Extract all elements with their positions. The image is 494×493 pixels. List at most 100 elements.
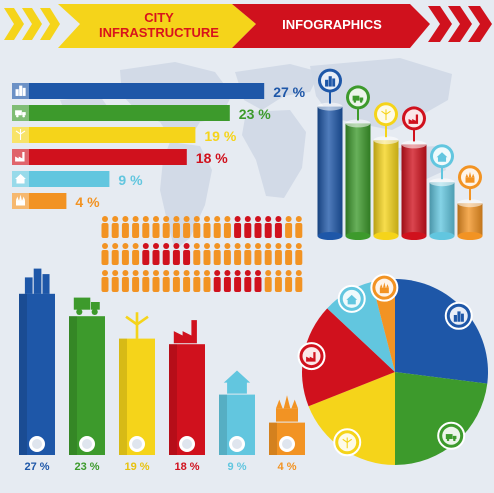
person-body <box>152 223 160 238</box>
person-head <box>214 270 221 276</box>
person-body <box>254 277 262 292</box>
person-body <box>121 223 129 238</box>
person-body <box>295 250 303 265</box>
person-head <box>255 243 261 249</box>
pie-slice-landmarks <box>370 273 399 372</box>
cylinder-base <box>345 232 371 240</box>
glyph-part <box>346 294 358 305</box>
pie-slice <box>395 279 488 384</box>
cylinder-housing <box>429 144 455 240</box>
person-body <box>244 250 252 265</box>
person-body <box>172 277 180 292</box>
cylinder-top <box>429 178 455 187</box>
glyph-part <box>24 277 33 294</box>
person-body <box>274 250 282 265</box>
person-head <box>102 243 108 249</box>
person-head <box>295 270 302 276</box>
glyph-part <box>352 95 360 101</box>
hbar-energy <box>12 127 196 143</box>
glyph-part <box>379 284 383 288</box>
person-body <box>101 277 109 292</box>
glyph-part <box>15 110 22 116</box>
person-head <box>183 270 190 276</box>
person-icon <box>101 216 109 238</box>
person-body <box>234 223 242 238</box>
building-bar <box>19 293 55 455</box>
cylinder-bar-chart <box>317 68 483 240</box>
header-subtitle: INFOGRAPHICS <box>282 17 382 32</box>
person-body <box>203 223 211 238</box>
glyph-part <box>15 129 26 135</box>
person-icon <box>172 243 180 265</box>
person-body <box>193 277 201 292</box>
header-banner <box>4 4 492 48</box>
person-head <box>204 270 210 276</box>
chevron-left-icon <box>40 8 60 40</box>
hbar-landmarks <box>12 193 67 209</box>
person-head <box>173 243 180 249</box>
glyph-part <box>22 114 25 118</box>
glyph-part <box>19 134 22 140</box>
person-body <box>234 250 242 265</box>
building-bar-shadow <box>169 344 177 455</box>
building-bar-industry: 18 % <box>169 320 205 473</box>
hbar-row-housing: 9 % <box>12 171 143 188</box>
person-icon <box>203 270 211 292</box>
person-body <box>244 277 252 292</box>
person-body <box>264 250 272 265</box>
cylinder-business <box>317 68 343 240</box>
person-body <box>203 277 211 292</box>
glyph-part <box>452 435 457 440</box>
person-body <box>101 223 109 238</box>
glyph-part <box>16 114 19 118</box>
person-icon <box>264 270 272 292</box>
person-icon <box>101 270 109 292</box>
person-body <box>132 277 140 292</box>
cylinder-base <box>457 232 483 240</box>
person-head <box>122 243 129 249</box>
pie-slice-business <box>395 279 488 384</box>
person-icon <box>213 270 221 292</box>
person-head <box>163 243 170 249</box>
person-head <box>285 243 292 249</box>
person-icon <box>223 243 231 265</box>
glyph-part <box>453 314 457 322</box>
person-head <box>193 216 200 222</box>
person-head <box>244 270 251 276</box>
building-bar-chart: 27 % 23 % 19 % 18 % 9 % 4 % <box>19 268 305 473</box>
header-red-ribbon <box>232 4 430 48</box>
cylinder-base <box>429 232 455 240</box>
person-body <box>285 250 293 265</box>
person-body <box>111 250 119 265</box>
person-head <box>122 216 129 222</box>
glyph-part <box>22 87 26 96</box>
cylinder-energy <box>373 102 399 240</box>
person-icon <box>285 216 293 238</box>
glyph-part <box>346 442 348 449</box>
glyph-part <box>453 438 456 442</box>
pie-slice-energy <box>308 372 395 465</box>
person-icon <box>244 270 252 292</box>
person-head <box>265 270 272 276</box>
person-icon <box>244 243 252 265</box>
building-bar-housing: 9 % <box>219 370 255 473</box>
glyph-part <box>359 100 363 103</box>
person-body <box>234 277 242 292</box>
person-icon <box>285 270 293 292</box>
person-head <box>142 216 149 222</box>
person-head <box>234 243 241 249</box>
building-bar-shadow <box>69 316 77 455</box>
glyph-part <box>19 85 23 96</box>
person-icon <box>295 243 303 265</box>
person-icon <box>111 243 119 265</box>
person-icon <box>132 243 140 265</box>
person-head <box>173 216 180 222</box>
chevron-right-icon <box>468 6 492 42</box>
person-icon <box>244 216 252 238</box>
glyph-part <box>386 284 389 288</box>
hbar-business <box>12 83 265 99</box>
cylinder-landmarks <box>457 165 483 240</box>
person-body <box>162 277 170 292</box>
glyph-part <box>91 308 98 315</box>
cylinder-top <box>373 136 399 145</box>
